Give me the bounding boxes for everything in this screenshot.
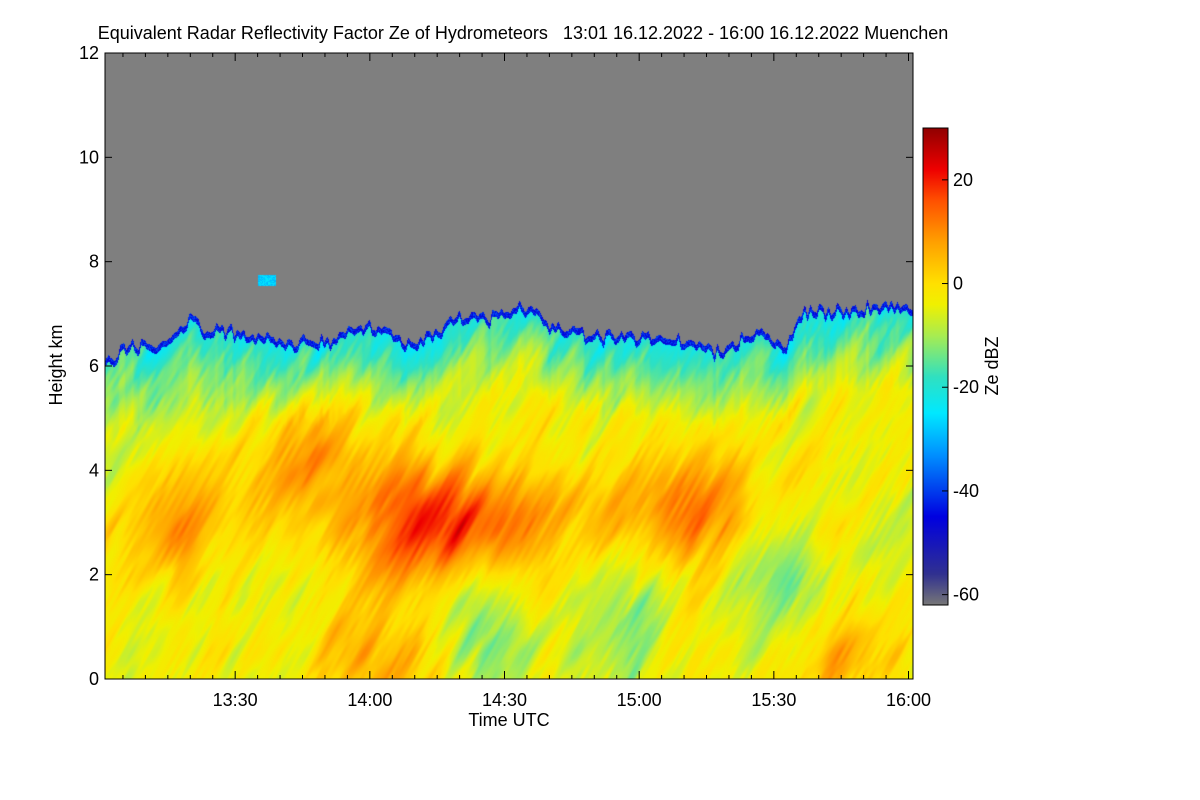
y-axis-label: Height km [46, 324, 66, 405]
colorbar-tick-label: -20 [953, 377, 979, 397]
y-tick-label: 8 [89, 252, 99, 272]
x-tick-label: 15:30 [751, 690, 796, 710]
y-axis: 0 2 4 6 8 10 12 [79, 43, 913, 689]
y-tick-label: 0 [89, 669, 99, 689]
colorbar-tick-label: -40 [953, 481, 979, 501]
colorbar-tick-label: 0 [953, 274, 963, 294]
reflectivity-field [105, 53, 913, 679]
y-tick-label: 10 [79, 147, 99, 167]
colorbar-gradient [922, 127, 949, 606]
x-tick-label: 15:00 [617, 690, 662, 710]
y-tick-label: 12 [79, 43, 99, 63]
colorbar-tick-label: -60 [953, 585, 979, 605]
x-axis-label: Time UTC [468, 710, 549, 730]
plot-area [104, 52, 914, 680]
x-tick-label: 16:00 [886, 690, 931, 710]
x-tick-label: 14:00 [347, 690, 392, 710]
x-axis: 13:30 14:00 14:30 15:00 15:30 16:00 [122, 53, 931, 710]
colorbar-tick-label: 20 [953, 170, 973, 190]
y-tick-label: 2 [89, 565, 99, 585]
y-tick-label: 6 [89, 356, 99, 376]
x-tick-label: 14:30 [482, 690, 527, 710]
colorbar: -60 -40 -20 0 20 Ze dBZ [922, 127, 1002, 606]
y-tick-label: 4 [89, 460, 99, 480]
colorbar-ticks: -60 -40 -20 0 20 [942, 170, 979, 605]
x-tick-label: 13:30 [213, 690, 258, 710]
colorbar-label: Ze dBZ [982, 336, 1002, 395]
chart-title: Equivalent Radar Reflectivity Factor Ze … [98, 23, 949, 43]
